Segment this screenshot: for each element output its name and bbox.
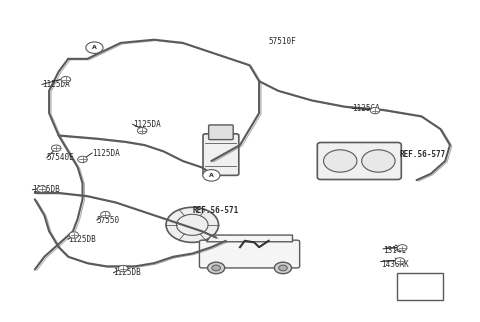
Circle shape <box>166 207 218 242</box>
Circle shape <box>212 265 220 271</box>
Text: 1125DA: 1125DA <box>132 120 160 129</box>
Circle shape <box>395 258 405 264</box>
Circle shape <box>118 265 128 272</box>
Text: A: A <box>92 45 97 50</box>
Circle shape <box>275 262 291 274</box>
Text: 13141: 13141 <box>383 246 406 255</box>
Text: 57540E: 57540E <box>47 153 74 162</box>
FancyBboxPatch shape <box>199 240 300 268</box>
Text: 1125DA: 1125DA <box>92 148 120 157</box>
Text: 1125DB: 1125DB <box>68 235 96 244</box>
Text: REF.56-577: REF.56-577 <box>400 150 446 159</box>
Circle shape <box>86 42 103 53</box>
Text: 1125DB: 1125DB <box>33 185 60 194</box>
FancyBboxPatch shape <box>203 134 239 175</box>
Text: 1125DB: 1125DB <box>114 268 141 277</box>
Text: 57550: 57550 <box>97 215 120 224</box>
Circle shape <box>101 212 110 218</box>
Circle shape <box>362 150 395 172</box>
Circle shape <box>37 186 47 192</box>
Circle shape <box>69 232 79 238</box>
Circle shape <box>61 76 71 83</box>
Circle shape <box>51 145 61 151</box>
Polygon shape <box>206 235 292 242</box>
Text: 57510F: 57510F <box>269 37 296 46</box>
Bar <box>397 273 443 300</box>
Text: 1430AK: 1430AK <box>381 260 408 269</box>
Circle shape <box>397 245 407 251</box>
Circle shape <box>324 150 357 172</box>
FancyBboxPatch shape <box>317 143 401 179</box>
Circle shape <box>78 156 87 163</box>
Text: 1125GA: 1125GA <box>352 104 380 113</box>
Circle shape <box>207 262 225 274</box>
Text: 57535F: 57535F <box>408 277 433 283</box>
Text: 1125DA: 1125DA <box>42 80 70 89</box>
Text: REF.56-571: REF.56-571 <box>192 206 239 215</box>
Circle shape <box>137 128 147 134</box>
Circle shape <box>370 107 380 114</box>
FancyBboxPatch shape <box>209 125 233 140</box>
Circle shape <box>279 265 287 271</box>
Text: ⬡: ⬡ <box>417 288 424 297</box>
Circle shape <box>203 170 220 181</box>
Text: A: A <box>209 173 214 178</box>
